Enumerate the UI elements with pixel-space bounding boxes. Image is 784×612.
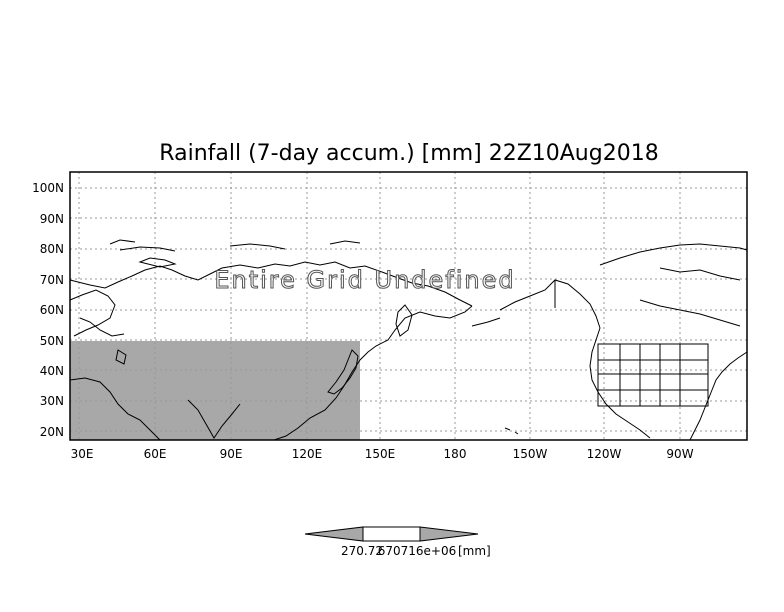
- colorbar-box: [362, 526, 421, 542]
- colorbar-left-triangle: [304, 526, 364, 542]
- lon-tick-label: 180: [444, 447, 467, 461]
- colorbar-tick-label: 270.72: [341, 544, 383, 558]
- lat-tick-label: 50N: [40, 334, 64, 348]
- colorbar-unit-label: [mm]: [458, 544, 491, 558]
- lat-tick-label: 40N: [40, 364, 64, 378]
- lat-tick-label: 60N: [40, 303, 64, 317]
- lon-tick-label: 90W: [666, 447, 693, 461]
- coastlines: [69, 239, 748, 441]
- lon-tick-label: 150E: [365, 447, 396, 461]
- lat-tick-label: 70N: [40, 273, 64, 287]
- shaded-region: [70, 341, 360, 440]
- lat-tick-label: 80N: [40, 242, 64, 256]
- lat-tick-label: 100N: [32, 181, 64, 195]
- lat-tick-label: 90N: [40, 212, 64, 226]
- latitude-axis: 20N 30N 40N 50N 60N 70N 80N 90N 100N: [32, 181, 64, 439]
- lat-tick-label: 30N: [40, 394, 64, 408]
- lon-tick-label: 120E: [292, 447, 323, 461]
- lon-tick-label: 30E: [71, 447, 94, 461]
- map-area: Entire Grid Undefined: [69, 171, 748, 441]
- lon-tick-label: 60E: [144, 447, 167, 461]
- lat-tick-label: 20N: [40, 425, 64, 439]
- longitude-axis: 30E 60E 90E 120E 150E 180 150W 120W 90W: [71, 447, 694, 461]
- map-title: Rainfall (7-day accum.) [mm] 22Z10Aug201…: [159, 141, 658, 166]
- colorbar-tick-label: 670716e+06: [378, 544, 457, 558]
- colorbar: 270.72 670716e+06 [mm]: [304, 526, 491, 558]
- lon-tick-label: 90E: [220, 447, 243, 461]
- lon-tick-label: 120W: [587, 447, 622, 461]
- lon-tick-label: 150W: [513, 447, 548, 461]
- undefined-grid-message: Entire Grid Undefined: [214, 266, 515, 294]
- us-state-boundaries: [597, 343, 709, 407]
- colorbar-right-triangle: [419, 526, 479, 542]
- map-frame: [69, 171, 748, 441]
